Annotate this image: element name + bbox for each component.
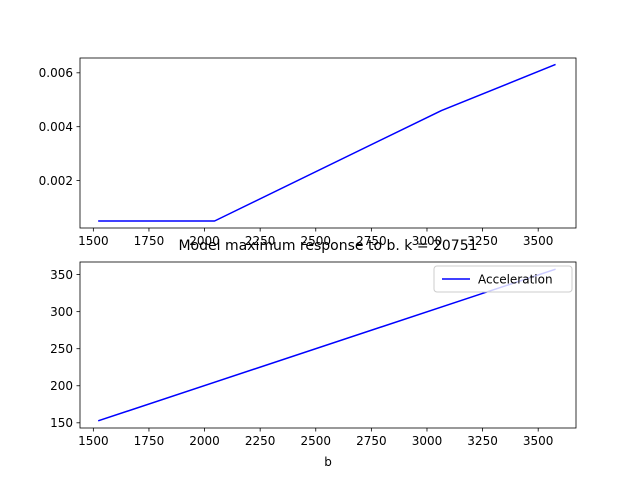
x-tick-label: 3000 bbox=[412, 234, 443, 248]
x-tick-label: 1750 bbox=[134, 234, 165, 248]
x-tick-label: 2500 bbox=[300, 234, 331, 248]
x-tick-label: 3250 bbox=[467, 434, 498, 448]
x-tick-label: 3000 bbox=[412, 434, 443, 448]
x-tick-label: 1500 bbox=[78, 234, 109, 248]
y-tick-label: 300 bbox=[50, 305, 73, 319]
x-tick-label: 2750 bbox=[356, 434, 387, 448]
legend-box bbox=[433, 265, 573, 293]
y-tick-label: 0.002 bbox=[39, 174, 73, 188]
bottom-chart: 1500 1750 2000 2250 2500 2750 3000 3250 3500 150 2… bbox=[50, 238, 577, 469]
x-tick-label: 2000 bbox=[189, 434, 220, 448]
x-tick-label: 2750 bbox=[356, 234, 387, 248]
y-tick-label: 150 bbox=[50, 416, 73, 430]
y-tick-label: 250 bbox=[50, 342, 73, 356]
axes-frame bbox=[79, 57, 577, 229]
x-tick-label: 1500 bbox=[78, 434, 109, 448]
series-line-acceleration bbox=[97, 268, 556, 422]
x-tick-label: 2250 bbox=[245, 234, 276, 248]
legend: Acceleration bbox=[433, 265, 573, 293]
x-tick-label: 3500 bbox=[523, 234, 554, 248]
y-tick-label: 0.006 bbox=[39, 66, 73, 80]
x-tick-label: 3250 bbox=[467, 234, 498, 248]
y-tick-label: 0.004 bbox=[39, 120, 73, 134]
x-tick-label: 2250 bbox=[245, 434, 276, 448]
legend-label: Acceleration bbox=[478, 272, 553, 286]
chart-title: Model maximum response to b. k = 20751 bbox=[178, 238, 477, 254]
top-chart: 1500 1750 2000 2250 2500 2750 3000 3250 3500 0.00… bbox=[39, 57, 577, 248]
x-tick-label: 1750 bbox=[134, 434, 165, 448]
axes-frame bbox=[79, 261, 577, 429]
y-tick-label: 200 bbox=[50, 379, 73, 393]
x-axis-label: b bbox=[324, 455, 332, 469]
y-tick-label: 350 bbox=[50, 268, 73, 282]
x-tick-label: 2000 bbox=[189, 234, 220, 248]
series-line bbox=[98, 63, 556, 222]
x-tick-label: 3500 bbox=[523, 434, 554, 448]
x-tick-label: 2500 bbox=[300, 434, 331, 448]
